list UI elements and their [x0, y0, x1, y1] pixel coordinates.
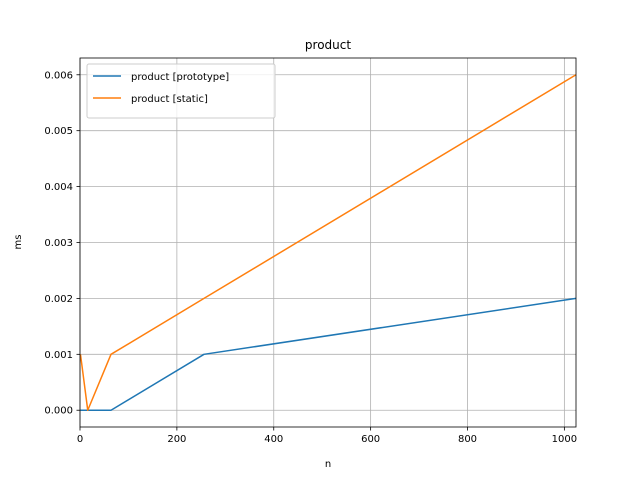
grid-lines [79, 58, 576, 427]
y-tick-label: 0.000 [44, 406, 73, 417]
x-tick-label: 800 [458, 434, 477, 445]
y-tick-label: 0.004 [44, 182, 73, 193]
y-tick-label: 0.005 [44, 126, 73, 137]
x-axis-label: n [325, 459, 331, 470]
y-tick-label: 0.002 [44, 294, 73, 305]
series-line-0 [80, 297, 577, 411]
x-tick-label: 0 [77, 434, 83, 445]
axis-ticks: 0 200 400 600 800 1000 0.000 0.001 0.002 0.003 0.0… [44, 70, 577, 445]
y-tick-label: 0.001 [44, 350, 73, 361]
legend-label-1: product [static] [131, 94, 208, 105]
series-line-1 [79, 74, 577, 411]
legend-label-0: product [prototype] [131, 72, 229, 83]
y-tick-label: 0.003 [44, 238, 73, 249]
legend-frame [86, 63, 276, 119]
x-tick-label: 400 [264, 434, 283, 445]
y-axis-label: ms [13, 235, 24, 250]
legend: product [prototype] product [static] [86, 63, 276, 119]
x-tick-label: 1000 [552, 434, 577, 445]
chart-title: product [305, 38, 351, 52]
x-tick-label: 600 [361, 434, 380, 445]
x-tick-label: 200 [167, 434, 186, 445]
y-tick-label: 0.006 [44, 70, 73, 81]
series-lines [79, 74, 577, 411]
